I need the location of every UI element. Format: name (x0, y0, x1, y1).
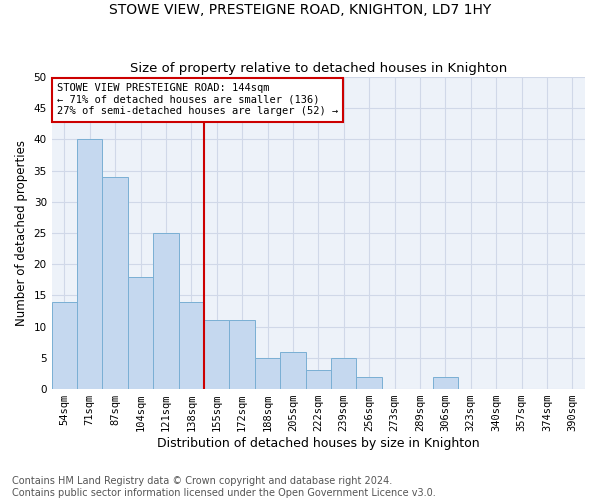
Bar (229, 320, 255, 389)
Bar (179, 302, 204, 389)
Text: STOWE VIEW, PRESTEIGNE ROAD, KNIGHTON, LD7 1HY: STOWE VIEW, PRESTEIGNE ROAD, KNIGHTON, L… (109, 2, 491, 16)
Bar (280, 352, 305, 389)
Bar (433, 376, 458, 389)
Bar (305, 370, 331, 389)
Bar (331, 358, 356, 389)
Y-axis label: Number of detached properties: Number of detached properties (15, 140, 28, 326)
X-axis label: Distribution of detached houses by size in Knighton: Distribution of detached houses by size … (157, 437, 479, 450)
Title: Size of property relative to detached houses in Knighton: Size of property relative to detached ho… (130, 62, 507, 74)
Text: STOWE VIEW PRESTEIGNE ROAD: 144sqm
← 71% of detached houses are smaller (136)
27: STOWE VIEW PRESTEIGNE ROAD: 144sqm ← 71%… (57, 84, 338, 116)
Bar (52, 302, 77, 389)
Bar (77, 140, 103, 389)
Bar (103, 177, 128, 389)
Bar (128, 277, 153, 389)
Bar (356, 376, 382, 389)
Bar (204, 320, 229, 389)
Text: Contains HM Land Registry data © Crown copyright and database right 2024.
Contai: Contains HM Land Registry data © Crown c… (12, 476, 436, 498)
Bar (255, 358, 280, 389)
Bar (153, 233, 179, 389)
